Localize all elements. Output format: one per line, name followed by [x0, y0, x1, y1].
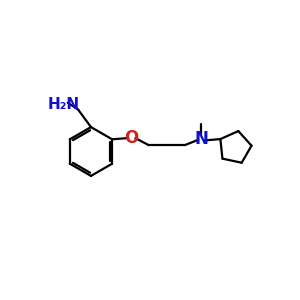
Text: H₂N: H₂N	[48, 97, 80, 112]
Text: O: O	[124, 129, 138, 147]
Text: N: N	[194, 130, 208, 148]
